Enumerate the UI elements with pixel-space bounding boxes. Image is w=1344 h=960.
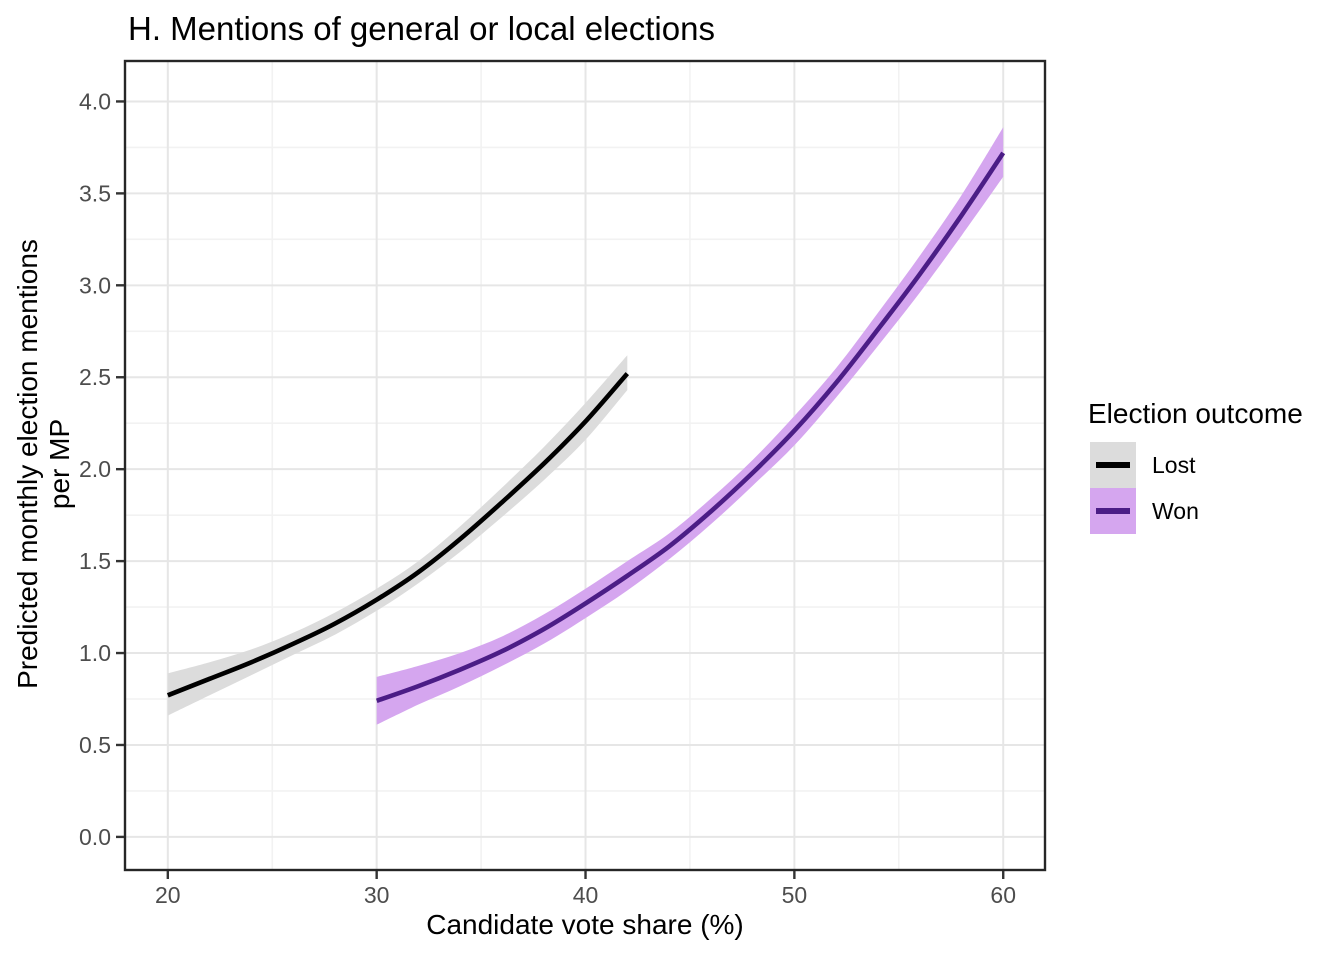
won-line xyxy=(375,151,1006,703)
legend-title: Election outcome xyxy=(1088,398,1303,429)
legend-key-lost-line-icon xyxy=(1096,462,1130,468)
lost-line xyxy=(166,372,630,698)
y-tick-label-1.5: 1.5 xyxy=(79,548,111,574)
legend-label-won: Won xyxy=(1152,497,1199,524)
won-ci-band xyxy=(376,127,1004,725)
y-tick-label-0.0: 0.0 xyxy=(79,824,111,850)
major-gridlines xyxy=(125,61,1045,870)
axis-ticks xyxy=(116,100,1005,879)
y-tick-label-0.5: 0.5 xyxy=(79,732,111,758)
y-axis-title: Predicted monthly election mentions per … xyxy=(11,239,75,689)
legend-item-lost: Lost xyxy=(1090,442,1303,488)
x-tick-label-50: 50 xyxy=(782,882,808,908)
panel-border xyxy=(123,59,1047,872)
legend-key-lost-swatch xyxy=(1090,442,1136,488)
x-tick-label-30: 30 xyxy=(364,882,390,908)
axis-tick-labels: 20 30 40 50 60 0.0 0.5 1.0 1.5 2.0 2.5 3.0 3.5 4.0 xyxy=(79,88,1016,908)
x-tick-label-40: 40 xyxy=(573,882,599,908)
x-tick-label-20: 20 xyxy=(155,882,181,908)
y-tick-label-1.0: 1.0 xyxy=(79,640,111,666)
legend-item-won: Won xyxy=(1090,488,1303,534)
y-tick-label-2.0: 2.0 xyxy=(79,456,111,482)
y-tick-label-3.0: 3.0 xyxy=(79,272,111,298)
x-tick-label-60: 60 xyxy=(990,882,1016,908)
y-tick-label-3.5: 3.5 xyxy=(79,180,111,206)
x-axis-title: Candidate vote share (%) xyxy=(426,909,744,940)
legend-label-lost: Lost xyxy=(1152,451,1196,478)
legend-key-won-swatch xyxy=(1090,488,1136,534)
y-tick-label-2.5: 2.5 xyxy=(79,364,111,390)
legend: Election outcome Lost Won xyxy=(1088,400,1303,534)
plot-title: H. Mentions of general or local election… xyxy=(128,10,715,47)
y-tick-label-4.0: 4.0 xyxy=(79,88,111,114)
legend-key-won-line-icon xyxy=(1096,508,1130,514)
